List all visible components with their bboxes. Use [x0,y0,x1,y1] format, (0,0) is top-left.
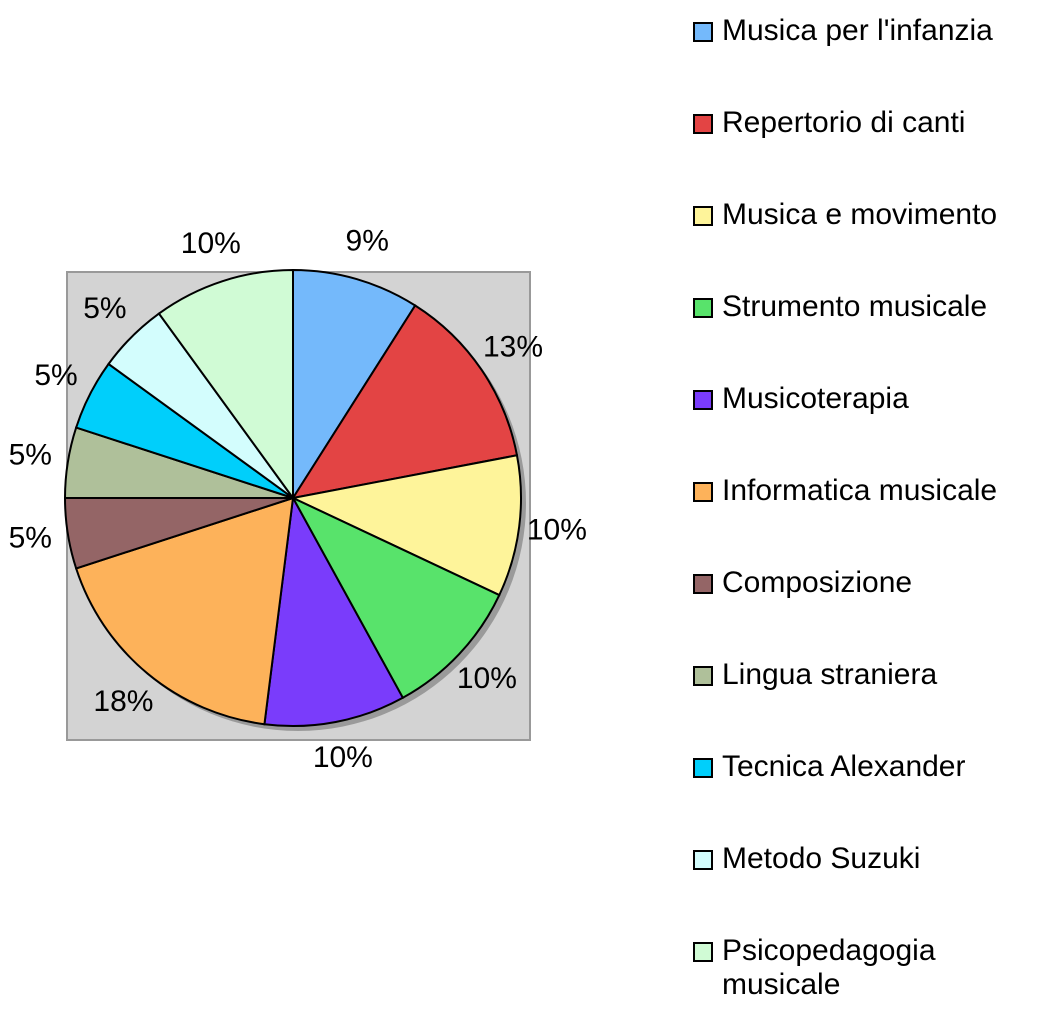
legend-swatch [693,666,713,686]
slices [63,268,522,727]
pie-slice [292,268,417,502]
legend-label: Musicoterapia [722,382,909,415]
legend-swatch [693,206,713,226]
data-label: 10% [457,662,517,695]
legend-label: Metodo Suzuki [722,842,921,875]
data-label: 18% [93,685,153,718]
legend-item: Informatica musicale [693,474,1043,566]
pie-slice [157,268,294,502]
legend-item: Strumento musicale [693,290,1043,382]
data-label: 10% [527,513,587,546]
pie-slice [290,304,519,500]
legend-item: Psicopedagogia musicale [693,934,1043,1026]
legend-item: Repertorio di canti [693,106,1043,198]
legend-item: Musicoterapia [693,382,1043,474]
legend-label: Lingua straniera [722,658,938,691]
legend-swatch [693,22,713,42]
pie-slice [290,495,501,700]
legend: Musica per l'infanzia Repertorio di canti… [693,14,1043,1026]
legend-item: Composizione [693,566,1043,658]
data-label: 5% [34,359,77,392]
pie-slice [74,496,295,726]
legend-item: Musica e movimento [693,198,1043,290]
legend-item: Metodo Suzuki [693,842,1043,934]
legend-label: Tecnica Alexander [722,750,966,783]
legend-swatch [693,390,713,410]
legend-label: Musica e movimento [722,198,998,231]
legend-label: Repertorio di canti [722,106,966,139]
legend-swatch [693,942,713,962]
data-label: 10% [313,741,373,774]
data-label: 5% [83,292,126,325]
legend-swatch [693,298,713,318]
data-label: 9% [346,224,389,257]
legend-item: Musica per l'infanzia [693,14,1043,106]
data-label: 5% [9,438,52,471]
legend-swatch [693,758,713,778]
data-label: 5% [9,522,52,555]
legend-swatch [693,850,713,870]
page: 9% 13% 10% 10% 10% 18% 5% 5% 5% 5% 10% Musica per … [8,14,998,1001]
legend-label: Psicopedagogia musicale [722,934,936,1001]
data-label: 10% [181,227,241,260]
legend-label: Composizione [722,566,913,599]
legend-swatch [693,574,713,594]
chart: 9% 13% 10% 10% 10% 18% 5% 5% 5% 5% 10% [9,224,587,774]
pie-slice [263,494,405,727]
data-label: 13% [483,330,543,363]
legend-item: Tecnica Alexander [693,750,1043,842]
pie-slice [289,454,522,597]
legend-swatch [693,482,713,502]
legend-label: Strumento musicale [722,290,988,323]
legend-swatch [693,114,713,134]
legend-label: Informatica musicale [722,474,998,507]
legend-label: Musica per l'infanzia [722,14,993,47]
legend-item: Lingua straniera [693,658,1043,750]
